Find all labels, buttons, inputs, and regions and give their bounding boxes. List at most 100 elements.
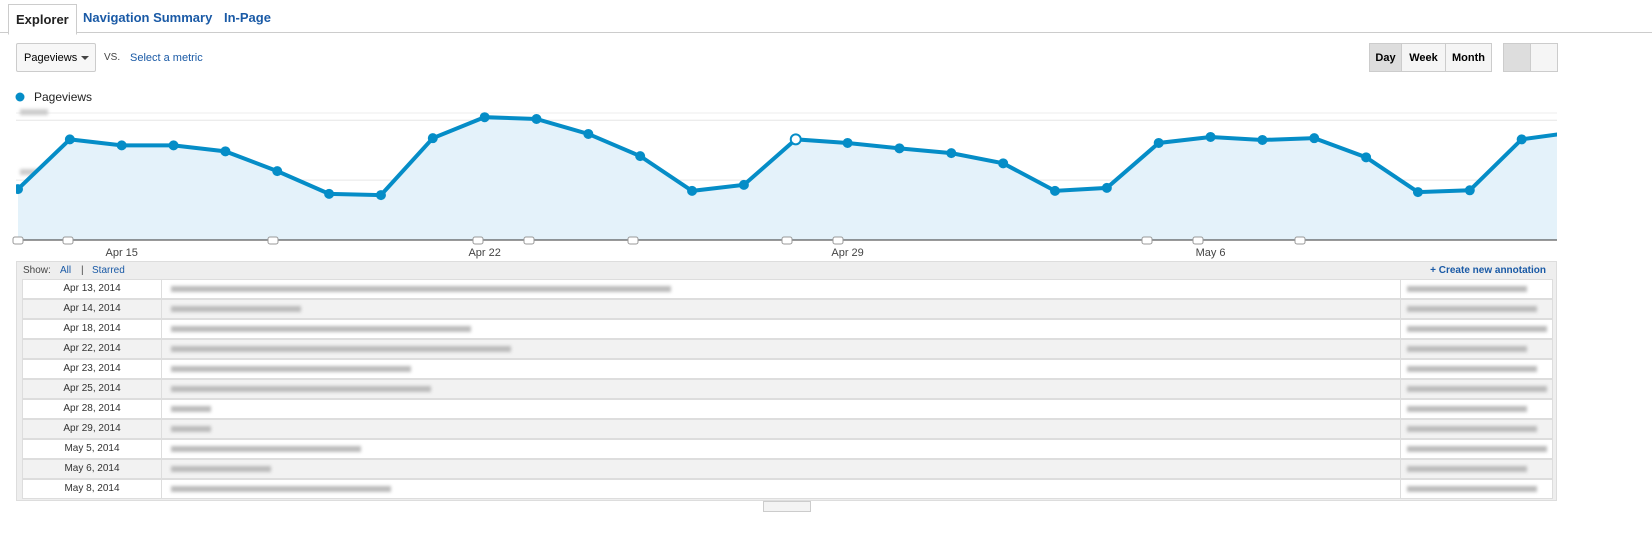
blurred-text [1407,426,1537,432]
divider [161,340,162,358]
point [1050,185,1060,196]
blurred-text [1407,386,1547,392]
divider [161,420,162,438]
point [16,184,23,195]
annotation-row[interactable]: May 8, 2014 [22,479,1553,499]
annotation-row[interactable]: Apr 18, 2014 [22,319,1553,339]
annotation-row[interactable]: May 6, 2014 [22,459,1553,479]
blurred-text [171,306,301,312]
annotation-row[interactable]: Apr 23, 2014 [22,359,1553,379]
point [1153,137,1164,148]
blurred-text [171,326,471,332]
blurred-text [1407,406,1527,412]
annotation-row[interactable]: Apr 14, 2014 [22,299,1553,319]
collapse-toggle[interactable] [763,501,811,512]
period-button[interactable]: Month [1445,43,1492,72]
point [1205,131,1216,142]
tab[interactable]: Navigation Summary [83,10,213,25]
annotation-marker [1141,236,1153,245]
filter-starred[interactable]: Starred [92,265,125,276]
annotation-date: Apr 13, 2014 [63,283,121,294]
annotation-panel: Show: All | Starred + Create new annotat… [16,261,1557,501]
point [272,166,283,177]
annotation-marker [267,236,279,245]
point [894,143,905,154]
divider [161,320,162,338]
point [842,137,853,148]
chart-type-button[interactable] [1503,43,1531,72]
blurred-text [1407,366,1537,372]
point [1257,134,1268,145]
point [1101,182,1112,193]
chart-type-button[interactable] [1530,43,1558,72]
metric-dropdown[interactable]: Pageviews [16,43,96,72]
divider [161,400,162,418]
tab-bar: Explorer Navigation Summary In-Page [0,0,1652,35]
annotation-date: Apr 23, 2014 [63,363,121,374]
point [375,190,386,201]
area [18,117,1557,240]
metric: Pageviews [24,52,78,64]
point [635,151,646,162]
tab[interactable]: Explorer [8,4,77,35]
point [998,158,1009,169]
blurred-text [171,366,411,372]
point [789,133,802,146]
divider [161,280,162,298]
point [946,148,957,159]
annotation-marker [781,236,793,245]
period-button[interactable]: Week [1401,43,1446,72]
blurred-text [171,346,511,352]
annotation-marker [523,236,535,245]
point [1570,128,1578,136]
annotation-row[interactable]: Apr 29, 2014 [22,419,1553,439]
divider [1400,380,1401,398]
x-tick-label: Apr 15 [105,247,137,259]
point [479,112,490,123]
x-tick-label: May 6 [1196,247,1226,259]
blurred-tick-label [20,109,48,116]
select-metric[interactable]: Select a metric [130,52,203,64]
filter-all[interactable]: All [60,265,72,276]
annotation-row[interactable]: Apr 25, 2014 [22,379,1553,399]
blurred-text [171,446,361,452]
annotation-row[interactable]: Apr 28, 2014 [22,399,1553,419]
point [1412,187,1423,198]
point [1464,185,1475,196]
annotation-marker [1294,236,1306,245]
tab[interactable]: In-Page [224,10,271,25]
annotation-date: Apr 28, 2014 [63,403,121,414]
annotation-marker [627,236,639,245]
blurred-text [1407,346,1527,352]
blurred-text [1407,286,1527,292]
divider [161,360,162,378]
blurred-text [171,466,271,472]
divider [1400,400,1401,418]
annotation-row[interactable]: Apr 13, 2014 [22,279,1553,299]
divider [1400,300,1401,318]
blurred-text [171,406,211,412]
create-annotation[interactable]: + Create new annotation [1430,265,1546,276]
separator: | [81,265,84,276]
blurred-text [1407,466,1527,472]
point [1516,134,1527,145]
blurred-text [171,286,671,292]
annotation-row[interactable]: May 5, 2014 [22,439,1553,459]
legend-label: Pageviews [34,90,92,104]
annotation-marker [12,236,24,245]
annotation-date: May 6, 2014 [64,463,120,474]
divider [161,380,162,398]
legend-marker [15,92,25,102]
point [1361,152,1372,163]
annotation-marker [472,236,484,245]
blurred-text [171,386,431,392]
blurred-text [1407,446,1547,452]
blurred-text [1407,486,1537,492]
point [531,113,542,124]
x-tick-label: Apr 22 [468,247,500,259]
annotation-marker [832,236,844,245]
annotation-date: Apr 25, 2014 [63,383,121,394]
divider [1400,320,1401,338]
annotation-row[interactable]: Apr 22, 2014 [22,339,1553,359]
